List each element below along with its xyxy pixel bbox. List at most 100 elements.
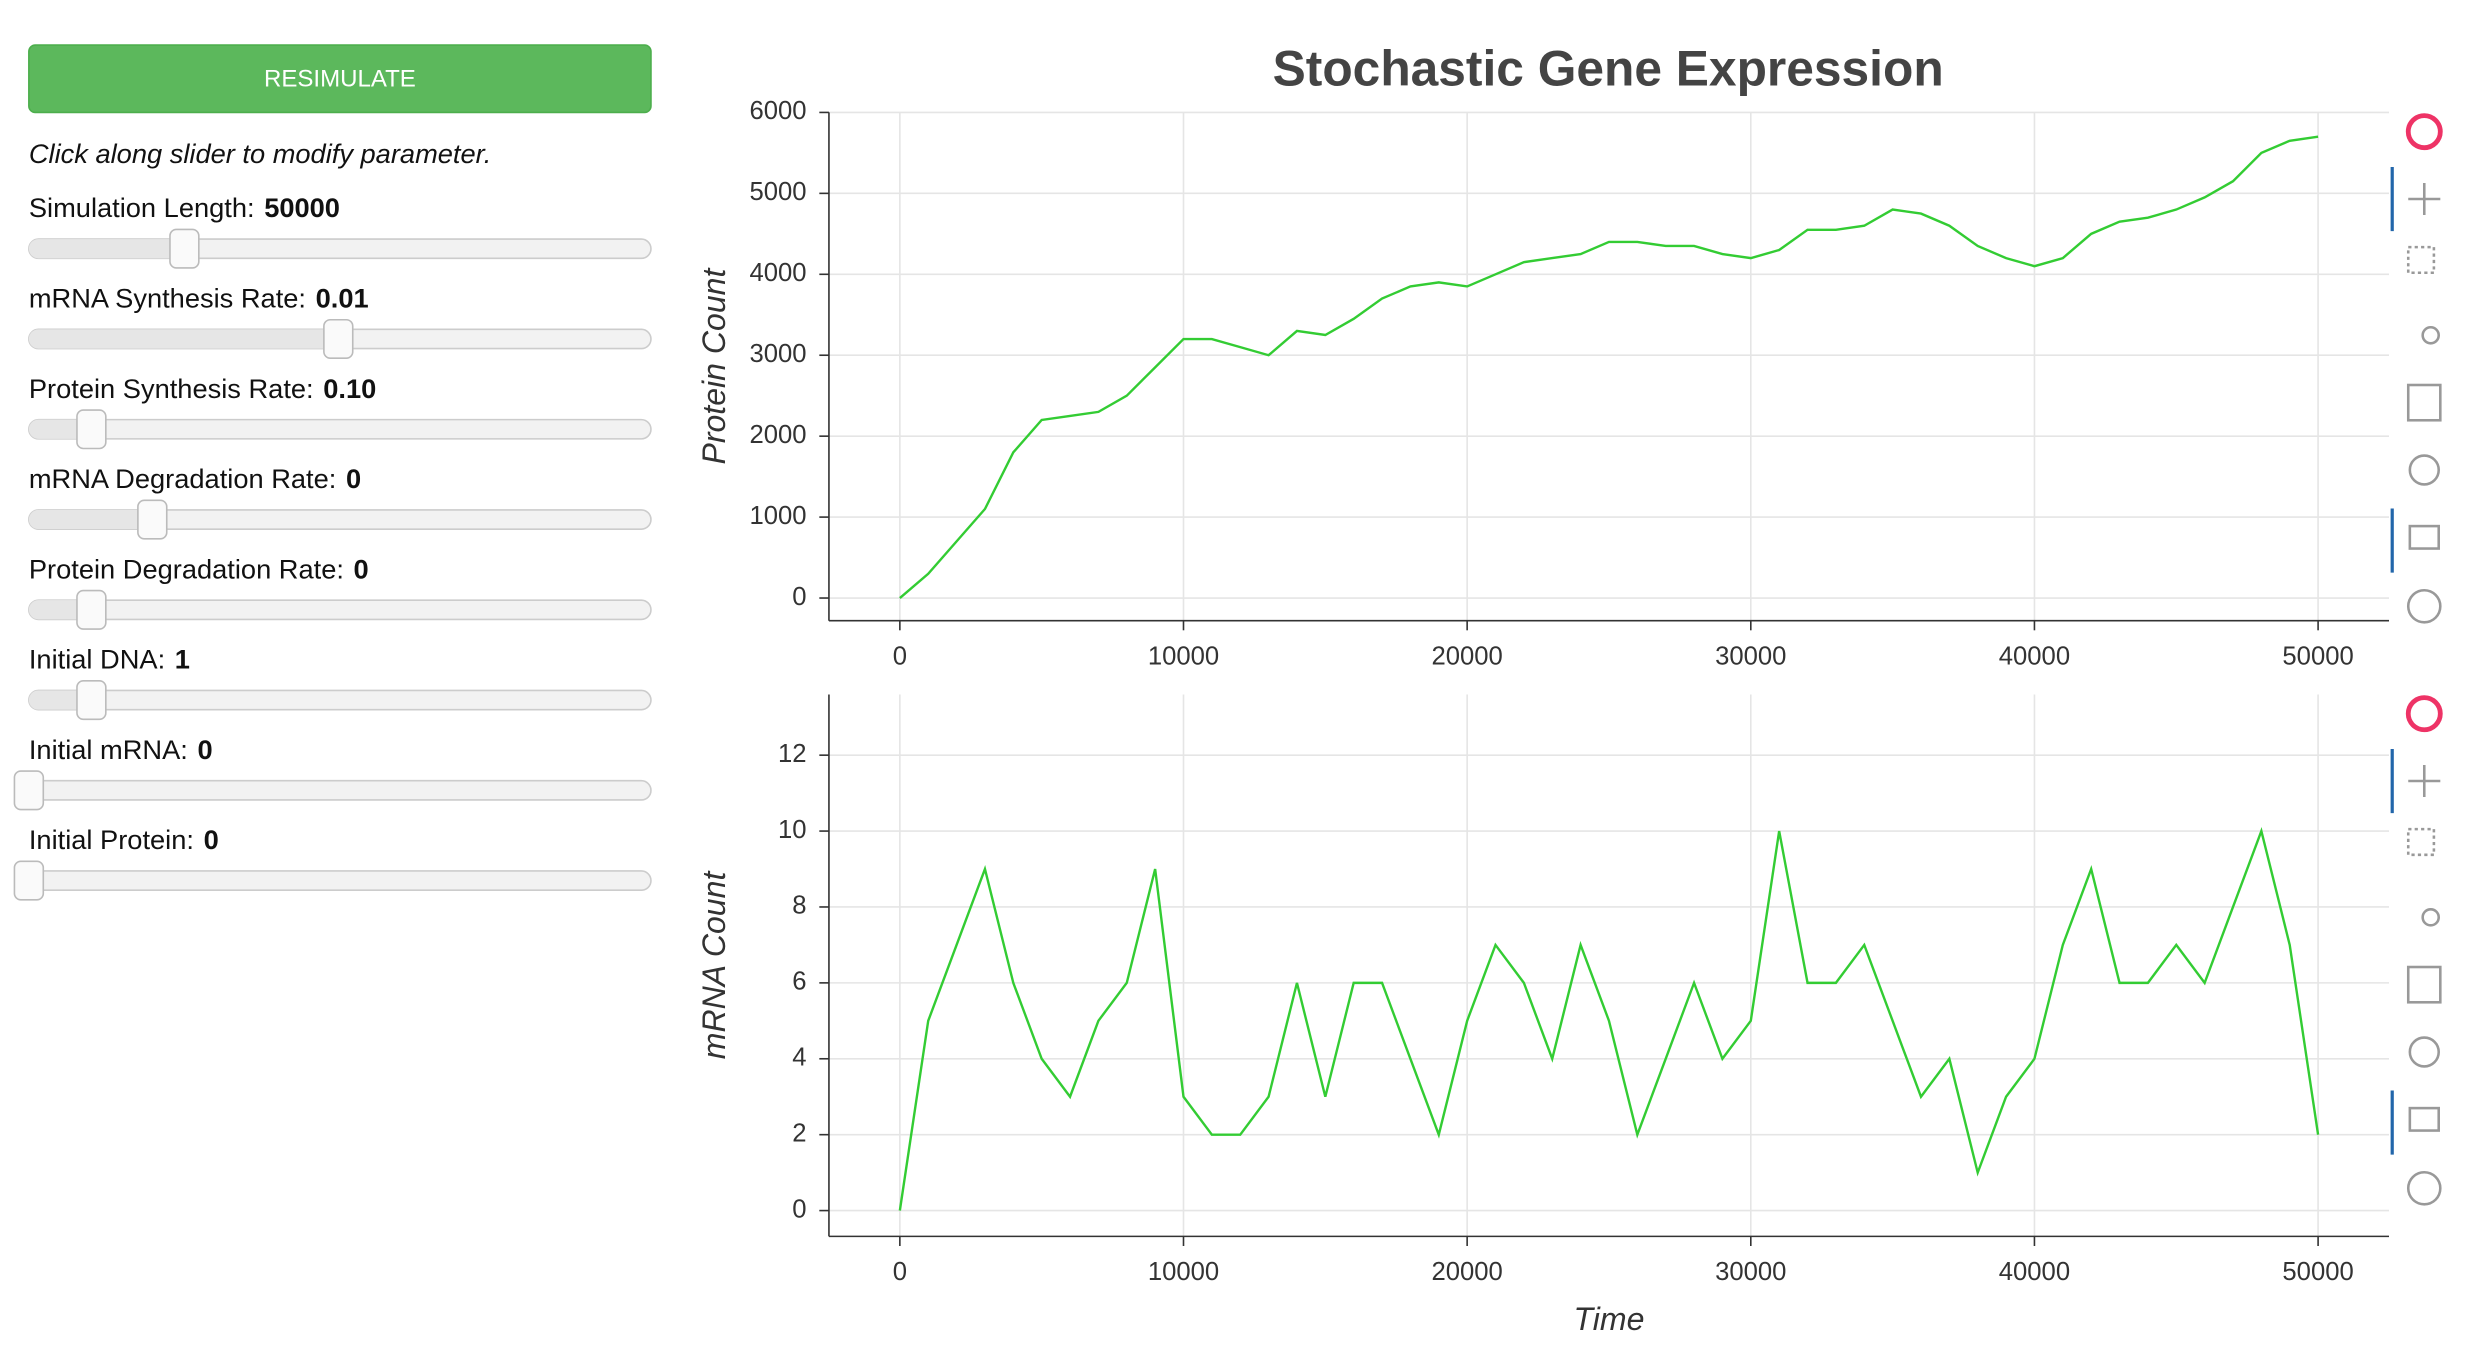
slider-value: 0.01 (316, 283, 369, 314)
slider-track (28, 689, 652, 711)
slider-track (28, 418, 652, 440)
slider-fill (28, 600, 92, 620)
controls: RESIMULATE Click along slider to modify … (28, 44, 652, 169)
slider-label: Initial Protein: 0 (29, 824, 219, 855)
slider-value: 0 (204, 824, 219, 855)
slider-track (28, 779, 652, 801)
slider-label: Initial mRNA: 0 (29, 734, 213, 765)
slider-name: Simulation Length: (29, 192, 255, 223)
slider-name: Protein Degradation Rate: (29, 554, 344, 585)
slider-value: 0 (197, 734, 212, 765)
slider-name: Initial Protein: (29, 824, 194, 855)
x-tick-label: 0 (893, 1258, 907, 1286)
zoom-icon[interactable] (2406, 827, 2436, 857)
wheel-icon[interactable] (2421, 908, 2440, 927)
slider-fill (28, 419, 92, 439)
y-axis-label: Protein Count (696, 266, 732, 464)
slider-name: Initial DNA: (29, 644, 165, 675)
slider-thumb[interactable] (137, 499, 168, 540)
y-tick-label: 8 (792, 892, 806, 920)
slider-label: Simulation Length: 50000 (29, 192, 340, 223)
slider-fill (28, 239, 185, 259)
y-tick-label: 2 (792, 1119, 806, 1147)
y-tick-label: 3000 (749, 340, 806, 368)
slider-fill (28, 509, 153, 530)
slider-track (28, 599, 652, 621)
save-icon[interactable] (2406, 965, 2442, 1004)
x-axis-label: Time (1574, 1301, 1645, 1337)
save-icon[interactable] (2406, 383, 2442, 422)
y-tick-label: 1000 (749, 502, 806, 530)
resimulate-button[interactable] (28, 44, 652, 114)
logo (2405, 695, 2443, 733)
y-tick-label: 6000 (749, 97, 806, 125)
slider-track (28, 870, 652, 892)
hint: Click along slider to modify parameter. (29, 138, 491, 169)
x-tick-label: 10000 (1148, 642, 1219, 670)
slider-fill (28, 690, 92, 710)
zoom-icon[interactable] (2406, 245, 2436, 275)
y-tick-label: 0 (792, 583, 806, 611)
slider-name: mRNA Degradation Rate: (29, 463, 336, 494)
slider-value: 0 (354, 554, 369, 585)
y-tick-label: 10 (778, 816, 807, 844)
button-label: RESIMULATE (264, 66, 416, 93)
help-icon[interactable] (2406, 588, 2442, 624)
hover-icon[interactable] (2408, 524, 2440, 550)
x-tick-label: 50000 (2282, 1258, 2353, 1286)
y-tick-label: 4000 (749, 259, 806, 287)
slider-thumb[interactable] (13, 770, 45, 811)
slider-label: Protein Synthesis Rate: 0.10 (29, 373, 376, 404)
x-tick-label: 30000 (1715, 1258, 1786, 1286)
slider-value: 1 (175, 644, 190, 675)
y-tick-label: 0 (792, 1195, 806, 1223)
x-tick-label: 40000 (1999, 1258, 2070, 1286)
reset-icon[interactable] (2408, 454, 2440, 486)
slider-thumb[interactable] (323, 318, 354, 360)
slider-label: Initial DNA: 1 (29, 644, 190, 675)
sliders: Simulation Length: 50000 mRNA Synthesis Ra… (13, 192, 652, 901)
slider-name: mRNA Synthesis Rate: (29, 283, 306, 314)
slider-thumb[interactable] (76, 680, 107, 721)
slider-fill (28, 329, 339, 349)
chart-title: Stochastic Gene Expression (1273, 40, 1944, 96)
x-tick-label: 0 (893, 642, 907, 670)
slider-label: mRNA Degradation Rate: 0 (29, 463, 361, 494)
slider-label: mRNA Synthesis Rate: 0.01 (29, 283, 369, 314)
x-tick-label: 30000 (1715, 642, 1786, 670)
y-tick-label: 2000 (749, 421, 806, 449)
pan-icon[interactable] (2408, 764, 2441, 798)
slider-thumb[interactable] (76, 589, 107, 630)
slider-name: Initial mRNA: (29, 734, 188, 765)
slider-value: 0.10 (323, 373, 376, 404)
slider-label: Protein Degradation Rate: 0 (29, 554, 369, 585)
x-tick-label: 10000 (1148, 1258, 1219, 1286)
data-line (898, 827, 2320, 1211)
toolbar-bottom (2390, 695, 2443, 1206)
x-tick-label: 40000 (1999, 642, 2070, 670)
slider-thumb[interactable] (76, 409, 107, 450)
logo (2405, 113, 2443, 151)
y-axis-label: mRNA Count (696, 870, 732, 1060)
x-tick-label: 20000 (1431, 1258, 1502, 1286)
toolbar-top (2390, 113, 2443, 624)
chart: Stochastic Gene Expression 0 1000 2000 3000 4… (696, 40, 2390, 670)
hover-icon[interactable] (2408, 1106, 2440, 1132)
x-tick-label: 20000 (1431, 642, 1502, 670)
y-tick-label: 6 (792, 968, 806, 996)
slider-thumb[interactable] (13, 860, 45, 901)
y-tick-label: 4 (792, 1044, 806, 1072)
toolbar (2390, 113, 2443, 1206)
help-icon[interactable] (2406, 1170, 2442, 1206)
slider-value: 50000 (264, 192, 340, 223)
wheel-icon[interactable] (2421, 325, 2440, 345)
reset-icon[interactable] (2408, 1036, 2440, 1068)
slider-thumb[interactable] (169, 228, 200, 269)
slider-value: 0 (346, 463, 361, 494)
pan-icon[interactable] (2408, 182, 2441, 216)
y-tick-label: 5000 (749, 178, 806, 206)
x-tick-label: 50000 (2282, 642, 2353, 670)
y-tick-label: 12 (778, 740, 807, 768)
slider-name: Protein Synthesis Rate: (29, 373, 314, 404)
